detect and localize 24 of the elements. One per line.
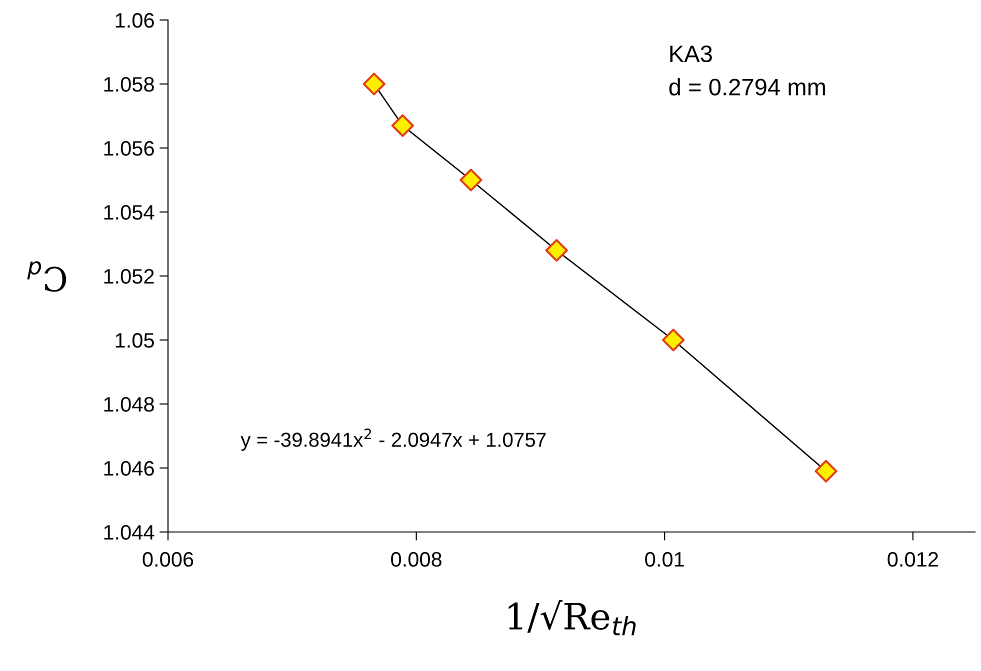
point xyxy=(814,460,838,483)
y-tick-label: 1.058 xyxy=(104,77,154,92)
x-axis-title: 1/√Re$_{th}$ xyxy=(508,600,636,636)
x-tick-label: 0.012 xyxy=(888,552,938,567)
y-tick-label: 1.05 xyxy=(116,333,154,348)
y-tick-label: 1.06 xyxy=(116,13,154,28)
y-tick-label: 1.048 xyxy=(104,397,154,412)
annotation: d = 0.2794 mm xyxy=(669,78,825,96)
y-axis-title: C$_{d}$ xyxy=(27,261,66,292)
y-tick-label: 1.044 xyxy=(104,525,154,540)
y-tick-label: 1.052 xyxy=(104,269,154,284)
point xyxy=(662,328,685,352)
point xyxy=(362,72,386,96)
point xyxy=(545,239,568,262)
point xyxy=(391,114,414,137)
y-tick-label: 1.046 xyxy=(104,461,154,476)
x-tick-label: 0.01 xyxy=(645,552,684,567)
y-tick-label: 1.054 xyxy=(104,205,154,220)
point xyxy=(460,168,482,192)
x-tick-label: 0.008 xyxy=(391,552,442,567)
annotation: KA3 xyxy=(670,45,712,62)
annotation: y = -39.8941x$^{2}$ - 2.0947x + 1.0757 xyxy=(240,428,546,451)
x-tick-label: 0.006 xyxy=(142,552,194,567)
y-tick-label: 1.056 xyxy=(104,141,154,156)
